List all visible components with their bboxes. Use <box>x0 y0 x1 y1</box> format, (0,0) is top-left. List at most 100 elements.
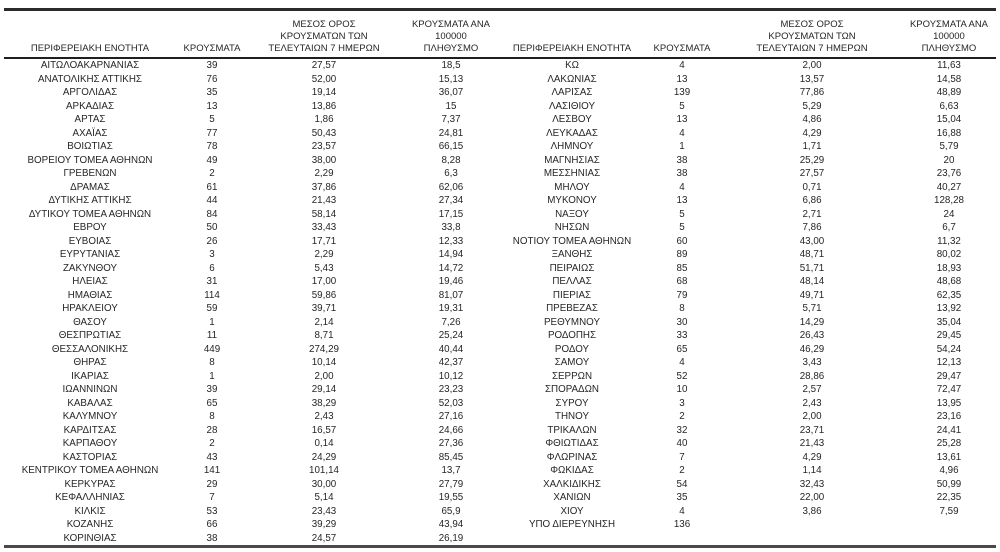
right-row-avg7-cell: 21,43 <box>799 438 825 449</box>
right-row-per100k-cell: 48,68 <box>936 276 962 287</box>
left-row-region-cell: ΕΥΡΥΤΑΝΙΑΣ <box>59 249 121 260</box>
right-row-cases-cell: 4 <box>679 357 685 368</box>
col-header-per100k-left: ΚΡΟΥΣΜΑΤΑ ΑΝΑ 100000 ΠΛΗΘΥΣΜΟ <box>411 19 491 54</box>
left-row-avg7-cell: 17,00 <box>311 276 337 287</box>
left-row-region-cell: ΔΡΑΜΑΣ <box>70 181 110 193</box>
right-row-cases-cell: 2 <box>679 465 685 476</box>
right-row-region-cell: ΠΡΕΒΕΖΑΣ <box>546 303 598 314</box>
left-row-region-cell: ΑΡΤΑΣ <box>74 114 106 125</box>
right-row-avg7-cell: 14,29 <box>799 316 825 328</box>
left-row-avg7-cell: 59,86 <box>311 289 337 301</box>
right-row-cases-cell: 54 <box>676 478 688 490</box>
left-row-region-cell: ΒΟΡΕΙΟΥ ΤΟΜΕΑ ΑΘΗΝΩΝ <box>27 154 153 166</box>
right-row-avg7-cell: 51,71 <box>799 262 825 274</box>
right-row-per100k-cell: 25,28 <box>936 438 962 449</box>
right-row-per100k-cell: 15,04 <box>936 114 962 125</box>
regional-cases-report: ΠΕΡΙΦΕΡΕΙΑΚΗ ΕΝΟΤΗΤΑ ΚΡΟΥΣΜΑΤΑ ΜΕΣΟΣ ΟΡΟ… <box>4 8 996 548</box>
left-row-cases-cell: 13 <box>206 100 218 112</box>
left-row-avg7-cell: 38,00 <box>311 154 337 166</box>
right-row-cases-cell: 32 <box>676 424 688 436</box>
left-row-avg7-cell: 39,29 <box>311 519 337 530</box>
left-row-region-cell: ΑΝΑΤΟΛΙΚΗΣ ΑΤΤΙΚΗΣ <box>38 73 142 85</box>
left-row-cases-cell: 3 <box>209 249 215 260</box>
right-row-region-cell: ΛΕΥΚΑΔΑΣ <box>546 127 598 139</box>
left-row-region-cell: ΑΡΚΑΔΙΑΣ <box>66 100 114 112</box>
left-row-cases-cell: 66 <box>206 519 218 530</box>
left-row-region-cell: ΚΑΣΤΟΡΙΑΣ <box>62 451 118 463</box>
left-row-region-cell: ΚΕΡΚΥΡΑΣ <box>64 478 116 490</box>
table-header: ΠΕΡΙΦΕΡΕΙΑΚΗ ΕΝΟΤΗΤΑ ΚΡΟΥΣΜΑΤΑ ΜΕΣΟΣ ΟΡΟ… <box>4 11 996 59</box>
left-row-per100k-cell: 7,37 <box>441 114 461 125</box>
left-row-avg7-cell: 2,00 <box>314 370 334 382</box>
right-row-avg7-cell: 43,00 <box>799 235 825 247</box>
left-row-region-cell: ΙΚΑΡΙΑΣ <box>71 370 109 382</box>
right-row-region-cell: ΥΠΟ ΔΙΕΡΕΥΝΗΣΗ <box>528 519 616 530</box>
left-row-cases-cell: 29 <box>206 478 218 490</box>
left-row-region-cell: ΚΕΝΤΡΙΚΟΥ ΤΟΜΕΑ ΑΘΗΝΩΝ <box>21 465 159 476</box>
right-row-avg7-cell: 27,57 <box>799 168 825 179</box>
right-row-cases-cell: 13 <box>676 114 688 125</box>
right-row-avg7-cell: 26,43 <box>799 330 825 341</box>
right-row-region-cell: ΜΕΣΣΗΝΙΑΣ <box>543 168 601 179</box>
left-row-region-cell: ΘΑΣΟΥ <box>73 316 107 328</box>
right-row-cases-cell: 2 <box>679 411 685 422</box>
right-row-avg7-cell: 13,57 <box>799 73 825 85</box>
left-row-avg7-cell: 2,29 <box>314 168 334 179</box>
left-row-avg7-cell: 5,43 <box>314 262 334 274</box>
left-row-cases-cell: 6 <box>209 262 215 274</box>
left-row-avg7-cell: 5,14 <box>314 492 334 503</box>
right-row-per100k-cell: 62,35 <box>936 289 962 301</box>
right-row-cases-cell <box>642 532 722 546</box>
right-row-avg7-cell: 32,43 <box>799 478 825 490</box>
left-row-cases-cell: 53 <box>206 505 218 517</box>
left-row-per100k-cell: 14,94 <box>438 249 464 260</box>
left-row-cases-cell: 31 <box>206 276 218 287</box>
left-row-per100k-cell: 12,33 <box>438 235 464 247</box>
right-row-per100k-cell: 6,63 <box>939 100 959 112</box>
left-row-avg7-cell: 8,71 <box>314 330 334 341</box>
right-row-per100k-cell: 40,27 <box>936 181 962 193</box>
right-row-per100k-cell <box>902 518 996 532</box>
left-row-cases-cell: 8 <box>209 357 215 368</box>
right-row-region-cell: ΝΗΣΩΝ <box>554 222 590 233</box>
right-row-cases-cell: 13 <box>676 73 688 85</box>
left-row-cases-cell: 2 <box>209 168 215 179</box>
right-row-region-cell: ΠΙΕΡΙΑΣ <box>552 289 592 301</box>
left-row-region-cell: ΚΑΛΥΜΝΟΥ <box>62 411 118 422</box>
left-row-per100k-cell: 7,26 <box>441 316 461 328</box>
right-row-region-cell: ΝΟΤΙΟΥ ΤΟΜΕΑ ΑΘΗΝΩΝ <box>512 235 632 247</box>
left-row-region-cell: ΑΧΑΪΑΣ <box>72 127 108 139</box>
left-row-cases-cell: 39 <box>206 60 218 71</box>
right-row-cases-cell: 7 <box>679 451 685 463</box>
right-row-per100k-cell: 13,61 <box>936 451 962 463</box>
left-row-per100k-cell: 85,45 <box>438 451 464 463</box>
right-row-per100k-cell: 29,47 <box>936 370 962 382</box>
right-row-cases-cell: 85 <box>676 262 688 274</box>
right-row-per100k-cell: 24 <box>943 208 955 220</box>
left-row-region-cell: ΑΙΤΩΛΟΑΚΑΡΝΑΝΙΑΣ <box>40 60 140 71</box>
left-row-region-cell: ΔΥΤΙΚΗΣ ΑΤΤΙΚΗΣ <box>48 195 132 206</box>
right-row-avg7-cell: 1,71 <box>802 141 822 152</box>
left-row-region-cell: ΒΟΙΩΤΙΑΣ <box>67 141 113 152</box>
left-row-per100k-cell: 27,79 <box>438 478 464 490</box>
right-row-cases-cell: 68 <box>676 276 688 287</box>
right-row-avg7-cell: 5,71 <box>802 303 822 314</box>
right-row-cases-cell: 13 <box>676 195 688 206</box>
right-row-avg7-cell: 46,29 <box>799 343 825 355</box>
left-row-cases-cell: 2 <box>209 438 215 449</box>
right-row-avg7-cell: 28,86 <box>799 370 825 382</box>
left-row-avg7-cell: 0,14 <box>314 438 334 449</box>
left-row-per100k-cell: 66,15 <box>438 141 464 152</box>
right-row-avg7-cell: 2,57 <box>802 384 822 395</box>
right-row-cases-cell: 5 <box>679 208 685 220</box>
right-row-per100k-cell: 12,13 <box>936 357 962 368</box>
right-row-region-cell: ΦΩΚΙΔΑΣ <box>550 465 594 476</box>
right-row-per100k-cell: 22,35 <box>936 492 962 503</box>
right-row-per100k-cell: 35,04 <box>936 316 962 328</box>
right-row-cases-cell: 4 <box>679 60 685 71</box>
right-row-cases-cell: 38 <box>676 168 688 179</box>
right-row-avg7-cell: 5,29 <box>802 100 822 112</box>
right-row-per100k-cell: 18,93 <box>936 262 962 274</box>
left-row-avg7-cell: 24,57 <box>311 532 337 544</box>
right-row-cases-cell: 10 <box>676 384 688 395</box>
